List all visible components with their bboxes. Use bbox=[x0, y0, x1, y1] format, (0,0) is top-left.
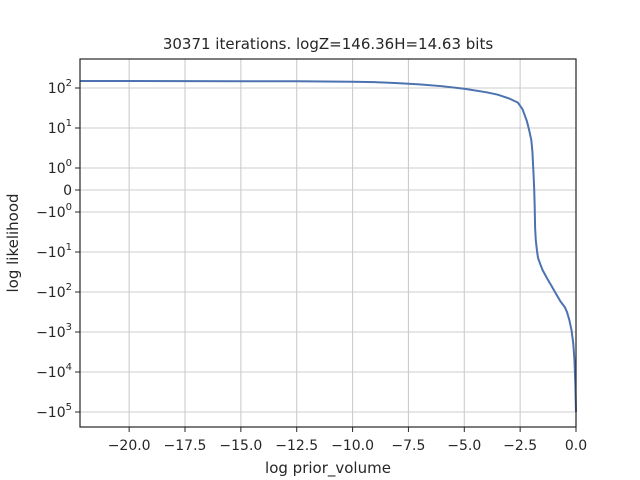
x-tick-label: −12.5 bbox=[275, 438, 318, 454]
y-tick-label: −105 bbox=[36, 402, 72, 421]
chart-title: 30371 iterations. logZ=146.36H=14.63 bit… bbox=[163, 35, 494, 53]
x-tick-label: −10.0 bbox=[331, 438, 374, 454]
grid-layer bbox=[80, 59, 577, 427]
y-tick-label: 0 bbox=[63, 183, 72, 199]
y-tick-label: 101 bbox=[48, 118, 72, 137]
x-tick-label: −17.5 bbox=[164, 438, 207, 454]
x-tick-label: −20.0 bbox=[108, 438, 151, 454]
x-tick-label: −7.5 bbox=[391, 438, 425, 454]
x-tick-label: −5.0 bbox=[447, 438, 481, 454]
y-tick-label: −103 bbox=[36, 322, 72, 341]
y-tick-label: −104 bbox=[36, 362, 72, 381]
x-axis-ticks: −20.0 −17.5 −15.0 −12.5 −10.0 −7.5 −5.0 −2.5 0.0 bbox=[108, 427, 587, 454]
y-tick-label: 100 bbox=[48, 158, 72, 177]
plot-frame bbox=[79, 58, 577, 428]
y-axis-ticks: 102 101 100 0 −100 −101 −102 −103 −104 −105 bbox=[36, 78, 80, 421]
y-tick-label: 102 bbox=[48, 78, 72, 97]
y-tick-label: −101 bbox=[36, 242, 72, 261]
x-tick-label: −2.5 bbox=[503, 438, 537, 454]
y-tick-label: −100 bbox=[36, 202, 72, 221]
x-tick-label: −15.0 bbox=[219, 438, 262, 454]
series-line bbox=[80, 79, 577, 413]
x-axis-label: log prior_volume bbox=[265, 459, 391, 478]
y-axis-label: log likelihood bbox=[4, 193, 22, 292]
y-tick-label: −102 bbox=[36, 282, 72, 301]
x-tick-label: 0.0 bbox=[565, 438, 587, 454]
